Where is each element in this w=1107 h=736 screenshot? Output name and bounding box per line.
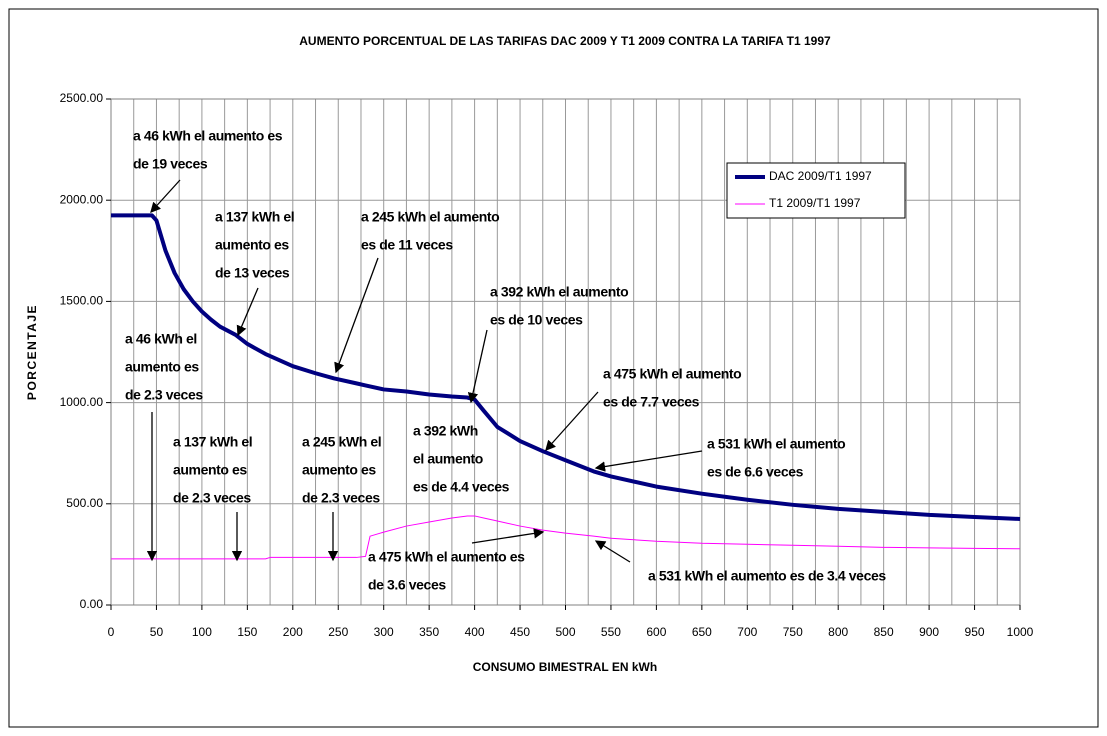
- y-axis-label: PORCENTAJE: [25, 304, 39, 400]
- annotation: de 2.3 veces: [302, 490, 380, 506]
- annotation: a 475 kWh el aumento es: [368, 549, 525, 565]
- chart-border: [8, 8, 1099, 728]
- x-tick-label: 450: [510, 625, 530, 639]
- y-tick-label: 2500.00: [60, 91, 104, 105]
- x-tick-label: 250: [328, 625, 348, 639]
- annotation: aumento es: [125, 359, 199, 375]
- annotation: a 531 kWh el aumento: [707, 436, 845, 452]
- annotation: es de 10 veces: [490, 312, 583, 328]
- annotation: a 46 kWh el aumento es: [133, 128, 283, 144]
- annotation: a 392 kWh: [413, 423, 478, 439]
- annotation: a 245 kWh el: [302, 434, 381, 450]
- x-axis-label: CONSUMO BIMESTRAL EN kWh: [473, 660, 657, 674]
- x-tick-label: 200: [283, 625, 303, 639]
- legend-label: DAC 2009/T1 1997: [769, 169, 872, 183]
- x-tick-label: 950: [965, 625, 985, 639]
- annotation: de 19 veces: [133, 156, 208, 172]
- annotation: a 137 kWh el: [215, 209, 294, 225]
- x-tick-label: 150: [237, 625, 257, 639]
- x-tick-label: 0: [108, 625, 115, 639]
- annotation: de 2.3 veces: [125, 387, 203, 403]
- y-tick-label: 0.00: [80, 597, 104, 611]
- x-tick-label: 650: [692, 625, 712, 639]
- x-tick-label: 600: [646, 625, 666, 639]
- annotation: es de 6.6 veces: [707, 464, 804, 480]
- annotation: de 2.3 veces: [173, 490, 251, 506]
- annotation: a 245 kWh el aumento: [361, 209, 499, 225]
- annotation: es de 7.7 veces: [603, 394, 700, 410]
- y-tick-label: 1000.00: [60, 395, 104, 409]
- x-tick-label: 850: [874, 625, 894, 639]
- x-tick-label: 1000: [1007, 625, 1034, 639]
- annotation: es de 11 veces: [361, 237, 453, 253]
- series-line: [111, 515, 1021, 560]
- annotation-arrow: [334, 257, 379, 374]
- x-tick-label: 100: [192, 625, 212, 639]
- y-tick-label: 1500.00: [60, 294, 104, 308]
- annotation: a 137 kWh el: [173, 434, 252, 450]
- annotation: es de 4.4 veces: [413, 479, 510, 495]
- series-line: [111, 213, 1021, 521]
- x-tick-label: 400: [465, 625, 485, 639]
- x-tick-label: 500: [555, 625, 575, 639]
- annotation-arrow: [594, 540, 631, 563]
- annotation-arrow: [471, 528, 545, 544]
- annotation: de 13 veces: [215, 265, 290, 281]
- x-tick-label: 50: [150, 625, 164, 639]
- annotation: a 475 kWh el aumento: [603, 366, 741, 382]
- annotation-arrow: [236, 287, 259, 337]
- y-tick-label: 500.00: [66, 496, 103, 510]
- legend-box: [726, 162, 906, 219]
- annotation: a 531 kWh el aumento es de 3.4 veces: [648, 568, 886, 584]
- x-tick-label: 350: [419, 625, 439, 639]
- annotation-arrow: [467, 329, 488, 404]
- annotation: aumento es: [302, 462, 376, 478]
- legend-label: T1 2009/T1 1997: [769, 196, 861, 210]
- annotation-arrow: [594, 450, 703, 472]
- x-tick-label: 800: [828, 625, 848, 639]
- annotation: de 3.6 veces: [368, 577, 446, 593]
- annotation: aumento es: [215, 237, 289, 253]
- annotation: a 46 kWh el: [125, 331, 197, 347]
- y-tick-label: 2000.00: [60, 192, 104, 206]
- x-tick-label: 750: [783, 625, 803, 639]
- annotation: el aumento: [413, 451, 483, 467]
- annotation: a 392 kWh el aumento: [490, 284, 628, 300]
- annotation-arrow: [150, 179, 181, 213]
- x-tick-label: 550: [601, 625, 621, 639]
- chart-title: AUMENTO PORCENTUAL DE LAS TARIFAS DAC 20…: [299, 34, 831, 48]
- x-tick-label: 300: [374, 625, 394, 639]
- annotation: aumento es: [173, 462, 247, 478]
- x-tick-label: 900: [919, 625, 939, 639]
- x-tick-label: 700: [737, 625, 757, 639]
- annotation-arrow: [545, 391, 599, 451]
